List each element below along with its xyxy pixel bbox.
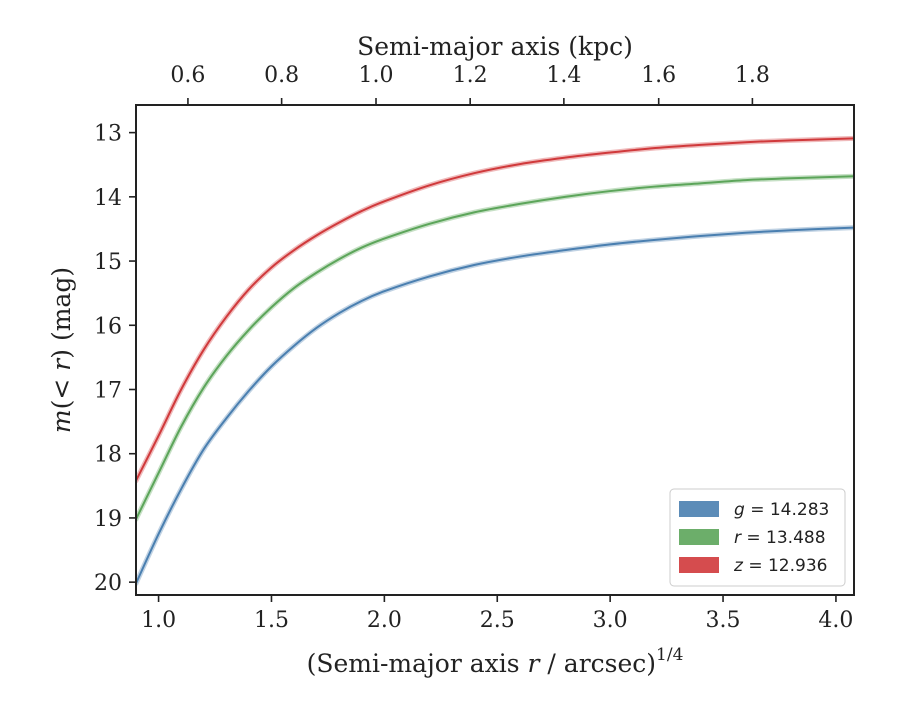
y-axis-title-close: ) [47, 349, 76, 359]
series-lines [136, 135, 854, 586]
legend-swatch-z [679, 557, 719, 573]
y-tick-label: 15 [94, 250, 122, 275]
top-x-tick-label: 1.4 [546, 63, 581, 88]
y-tick-label: 16 [94, 314, 122, 339]
y-axis-title-unit: (mag) [47, 267, 76, 349]
plot-frame [135, 104, 855, 596]
top-x-tick-label: 1.0 [359, 63, 394, 88]
legend-label-var-r: r [734, 528, 742, 548]
top-x-tick-label: 0.6 [170, 63, 205, 88]
y-tick-label: 13 [94, 122, 122, 147]
top-x-tick-label: 0.8 [264, 63, 299, 88]
legend-label-value-r: = 13.488 [741, 528, 826, 548]
y-tick-label: 19 [94, 507, 122, 532]
legend-label-value-g: = 14.283 [745, 500, 830, 520]
axes: 1.0 1.5 2.0 2.5 3.0 3.5 4.0 0.6 0.8 1.0 1.2 1.4 1.6 1… [94, 63, 855, 633]
y-tick-label: 14 [94, 186, 122, 211]
y-tick-label: 17 [94, 378, 122, 403]
x-axis-title-pre: (Semi-major axis [307, 649, 528, 678]
y-axis-title-open: ( [47, 400, 76, 410]
legend-label-g: g = 14.283 [734, 500, 829, 520]
x-axis-title: (Semi-major axis r / arcsec)1/4 [307, 645, 684, 678]
series-band-r [136, 173, 854, 522]
y-axis-title-r: r [47, 357, 76, 371]
x-tick-label: 2.5 [480, 608, 515, 633]
legend-swatch-r [679, 529, 719, 545]
y-axis-title: m(< r) (mag) [47, 267, 76, 433]
legend-label-r: r = 13.488 [734, 528, 826, 548]
x-axis-title-post: / arcsec) [539, 649, 656, 678]
x-axis-title-sup: 1/4 [656, 645, 683, 665]
y-axis-title-m: m [47, 409, 76, 433]
y-tick-label: 18 [94, 443, 122, 468]
x-tick-label: 2.0 [367, 608, 402, 633]
legend-swatch-g [679, 501, 719, 517]
top-x-tick-label: 1.6 [641, 63, 676, 88]
legend-label-value-z: = 12.936 [743, 556, 828, 576]
x-tick-label: 4.0 [818, 608, 853, 633]
series-band-z [136, 135, 854, 484]
y-axis-title-lt: < [47, 371, 76, 400]
x-tick-label: 1.5 [254, 608, 289, 633]
x-tick-label: 3.0 [593, 608, 628, 633]
plot-area [136, 135, 854, 586]
top-x-tick-label: 1.2 [453, 63, 488, 88]
x-axis-title-var: r [528, 649, 542, 678]
x-tick-label: 3.5 [706, 608, 741, 633]
series-line-z [136, 137, 854, 482]
legend-label-var-z: z [733, 556, 744, 576]
top-x-tick-label: 1.8 [735, 63, 770, 88]
top-x-axis-title: Semi-major axis (kpc) [357, 32, 633, 61]
series-line-r [136, 175, 854, 521]
y-tick-label: 20 [94, 571, 122, 596]
legend-label-var-g: g [734, 500, 745, 520]
x-tick-label: 1.0 [141, 608, 176, 633]
series-line-g [136, 226, 854, 585]
legend-label-z: z = 12.936 [733, 556, 827, 576]
